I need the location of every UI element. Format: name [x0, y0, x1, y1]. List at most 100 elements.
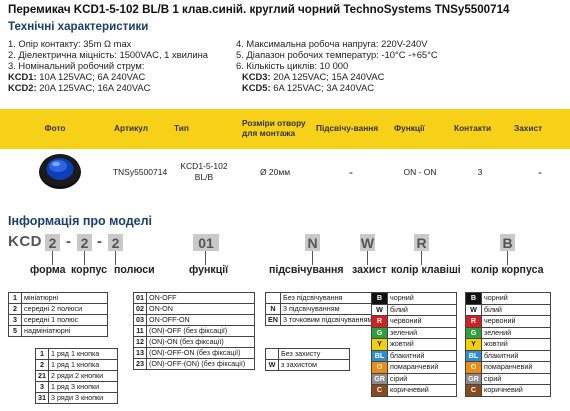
colors-code: B — [465, 292, 482, 305]
spec-dielectric-strength: 2. Діелектрична міцність: 1500VAC, 1 хви… — [8, 49, 208, 60]
colors-desc: коричневий — [387, 384, 457, 397]
code-prefix: KCD — [8, 233, 42, 250]
poles-code: 21 — [35, 370, 49, 382]
page-title: Перемикач KCD1-5-102 BL/B 1 клав.синій. … — [8, 3, 510, 16]
functions-row: 23 (ON)-OFF-(ON) (без фіксації) — [133, 358, 255, 370]
connector-korpus — [84, 251, 85, 265]
functions-table: 01 ON-OFF 02 ON-ON 03 ON-OFF-ON 11 (ON)-OFF (бе… — [133, 292, 255, 370]
header-functions: Функції — [390, 109, 450, 149]
functions-desc: ON-OFF — [146, 292, 255, 304]
forma-row: 1 мініатюрні — [8, 292, 108, 304]
connector-protection — [367, 251, 368, 265]
colors-code: BL — [371, 349, 388, 362]
code-protection: W — [360, 234, 375, 251]
functions-row: 11 (ON)-OFF (без фіксації) — [133, 325, 255, 337]
forma-desc: мініатюрні — [21, 292, 108, 304]
spec-kcd3-value: 20A 125VAC; 15A 240VAC — [270, 71, 385, 82]
poles-desc: 2 ряди 2 кнопки — [48, 370, 118, 382]
colors-code: R — [465, 315, 482, 328]
poles-desc: 1 ряд 1 кнопка — [48, 359, 118, 371]
colors-desc: зелений — [481, 326, 551, 339]
colors-code: O — [371, 361, 388, 374]
functions-desc: (ON)-ON (без фіксації) — [146, 336, 255, 348]
cell-contacts: 3 — [477, 166, 483, 177]
colors-desc: жовтий — [481, 338, 551, 351]
backlight-code: EN — [265, 314, 281, 326]
forma-row: 5 надмініатюрні — [8, 325, 108, 337]
poles-row: 21 2 ряди 2 кнопки — [35, 370, 118, 382]
protection-row: Без захисту — [265, 348, 350, 360]
spec-contact-resistance: 1. Опір контакту: 35m Ω max — [8, 38, 132, 49]
colors-desc: червоний — [387, 315, 457, 328]
functions-desc: ON-OFF-ON — [146, 314, 255, 326]
poles-code: 2 — [35, 359, 49, 371]
forma-desc: середні 1 полюс — [21, 314, 108, 326]
poles-row: 31 3 ряди 3 кнопки — [35, 392, 118, 404]
forma-code: 5 — [8, 325, 22, 337]
colors-desc: чорний — [387, 292, 457, 305]
spec-kcd3-label: KCD3: — [242, 71, 271, 82]
functions-row: 03 ON-OFF-ON — [133, 314, 255, 326]
functions-code: 13 — [133, 347, 147, 359]
colors-desc: сірий — [481, 372, 551, 385]
connector-backlight — [312, 251, 313, 265]
poles-code: 31 — [35, 392, 49, 404]
header-article: Артикул — [110, 109, 170, 149]
spec-cycles: 6. Кількість циклів: 10 000 — [236, 60, 349, 71]
code-backlight: N — [305, 234, 320, 251]
spec-kcd2-value: 20A 125VAC; 16A 240VAC — [36, 82, 151, 93]
colors-desc: червоний — [481, 315, 551, 328]
forma-code: 1 — [8, 292, 22, 304]
functions-code: 12 — [133, 336, 147, 348]
colors-code: W — [371, 303, 388, 316]
spec-rated-current: 3. Номінальний робочий струм: — [8, 60, 145, 71]
colors-code: C — [465, 384, 482, 397]
functions-code: 03 — [133, 314, 147, 326]
colors-code: B — [371, 292, 388, 305]
colors-code: R — [371, 315, 388, 328]
colors-desc: зелений — [387, 326, 457, 339]
backlight-row: EN 3 точковим підсвічуванням — [265, 314, 376, 326]
forma-desc: надмініатюрні — [21, 325, 108, 337]
backlight-table: Без підсвічування N 3 підсвічуванням EN 3 то… — [265, 292, 376, 326]
code-poles: 2 — [108, 234, 123, 251]
colors-row: BL блакитний — [465, 349, 551, 362]
forma-code: 2 — [8, 303, 22, 315]
functions-code: 23 — [133, 358, 147, 370]
protection-code: W — [265, 359, 279, 371]
forma-code: 3 — [8, 314, 22, 326]
specs-heading: Технічні характеристики — [8, 20, 149, 33]
colors-code: O — [465, 361, 482, 374]
label-protection: захист — [352, 264, 387, 276]
backlight-desc: 3 підсвічуванням — [279, 303, 376, 315]
functions-row: 13 (ON)-OFF-ON (без фіксації) — [133, 347, 255, 359]
connector-poles — [115, 251, 116, 265]
colors-code: W — [465, 303, 482, 316]
model-info-heading: Інформація про моделі — [8, 214, 153, 228]
cell-type: KCD1-5-102 BL/B — [180, 161, 228, 182]
header-photo: Фото — [0, 109, 110, 149]
protection-code — [265, 348, 279, 360]
code-body-color: B — [500, 234, 515, 251]
colors-code: GR — [465, 372, 482, 385]
label-key-color: колір клавіші — [391, 264, 461, 276]
spec-max-voltage: 4. Максимальна робоча напруга: 220V-240V — [236, 38, 428, 49]
